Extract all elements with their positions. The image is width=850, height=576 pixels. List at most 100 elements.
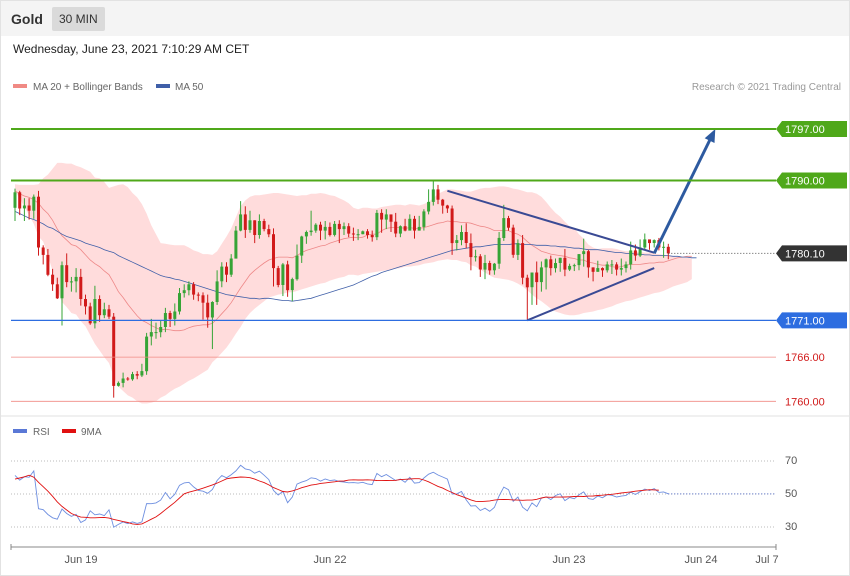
candle: [272, 228, 275, 287]
candle-body: [27, 205, 31, 211]
candle-body: [558, 257, 562, 263]
candle-body: [403, 226, 407, 231]
candle-body: [460, 232, 463, 241]
candle: [370, 230, 374, 242]
candle-body: [192, 284, 196, 295]
projection-arrow-line: [652, 136, 713, 255]
candle-body: [22, 205, 26, 209]
candle: [229, 254, 233, 277]
candle-body: [445, 205, 449, 209]
timeframe-button[interactable]: 30 MIN: [52, 7, 105, 31]
candle-body: [18, 192, 22, 209]
candle-body: [563, 257, 567, 270]
candle-body: [135, 374, 139, 376]
level-label: 1780.10: [785, 248, 825, 260]
candle-body: [220, 266, 224, 282]
candle: [582, 238, 586, 267]
candle: [262, 218, 266, 232]
candle-body: [356, 234, 360, 236]
candle: [483, 254, 487, 280]
candle-body: [262, 221, 266, 230]
candle: [22, 198, 26, 221]
candle: [13, 188, 17, 221]
candle: [196, 292, 200, 302]
candle: [455, 234, 459, 251]
candle-body: [69, 281, 73, 283]
candle: [300, 235, 304, 263]
candle: [333, 221, 337, 237]
candle: [337, 220, 341, 244]
candle: [502, 204, 506, 241]
candle: [610, 260, 614, 274]
candle: [347, 223, 351, 238]
rsi-legend-label: RSI: [33, 427, 50, 438]
candle: [182, 284, 186, 298]
candle-body: [549, 259, 553, 269]
candle-body: [60, 265, 64, 299]
candle: [126, 377, 130, 381]
candle-body: [225, 266, 228, 275]
candle: [422, 209, 426, 231]
candle: [178, 287, 181, 315]
candle: [394, 212, 398, 238]
candle: [351, 227, 355, 241]
candle: [492, 262, 496, 275]
candle: [27, 198, 31, 220]
candle-body: [304, 232, 308, 237]
candle-body: [615, 264, 619, 270]
candle: [380, 209, 384, 233]
candle: [37, 190, 40, 256]
candle-body: [474, 256, 478, 258]
candle-body: [248, 220, 252, 230]
candle-body: [201, 295, 205, 303]
chart-header: Gold 30 MIN: [1, 1, 849, 36]
candle-body: [398, 226, 402, 234]
level-label: 1790.00: [785, 176, 825, 188]
candle-body: [74, 276, 78, 282]
candlestick-layer: [13, 181, 670, 398]
candle: [474, 249, 478, 262]
candle-body: [582, 251, 586, 255]
candle-body: [554, 263, 557, 269]
candle-body: [450, 208, 454, 244]
candle-body: [530, 272, 534, 288]
candle: [102, 302, 106, 319]
candle-body: [51, 274, 55, 285]
candle-body: [624, 264, 628, 269]
candle-body: [154, 332, 158, 334]
candle-body: [196, 294, 200, 296]
x-tick-label: Jun 24: [684, 554, 717, 566]
candle: [159, 320, 163, 338]
candle: [450, 205, 454, 255]
candle-body: [408, 218, 412, 231]
rsi-tick-label: 30: [785, 521, 797, 533]
candle: [65, 253, 69, 288]
candle: [173, 303, 177, 326]
candle-body: [370, 235, 374, 238]
candle: [549, 255, 553, 276]
candle: [55, 277, 59, 300]
candle: [596, 260, 600, 272]
candle: [121, 372, 125, 388]
rsi-ma-legend-label: 9MA: [81, 427, 102, 438]
candle: [342, 222, 346, 235]
candle-body: [131, 374, 134, 380]
candle: [116, 381, 120, 387]
candle-body: [662, 246, 666, 248]
candle-body: [168, 313, 172, 319]
candle-body: [107, 309, 111, 317]
candle-body: [116, 382, 120, 386]
candle: [469, 233, 473, 271]
candle: [586, 249, 590, 278]
candle: [413, 215, 416, 239]
candle-body: [375, 212, 379, 238]
candle: [601, 267, 604, 277]
x-tick-label: Jun 19: [64, 554, 97, 566]
candle-body: [229, 258, 233, 275]
candle: [507, 215, 510, 231]
candle-body: [666, 246, 670, 254]
rsi-tick-label: 70: [785, 455, 797, 467]
candle-body: [610, 264, 614, 266]
candle-body: [455, 240, 459, 243]
candle-body: [497, 237, 501, 264]
